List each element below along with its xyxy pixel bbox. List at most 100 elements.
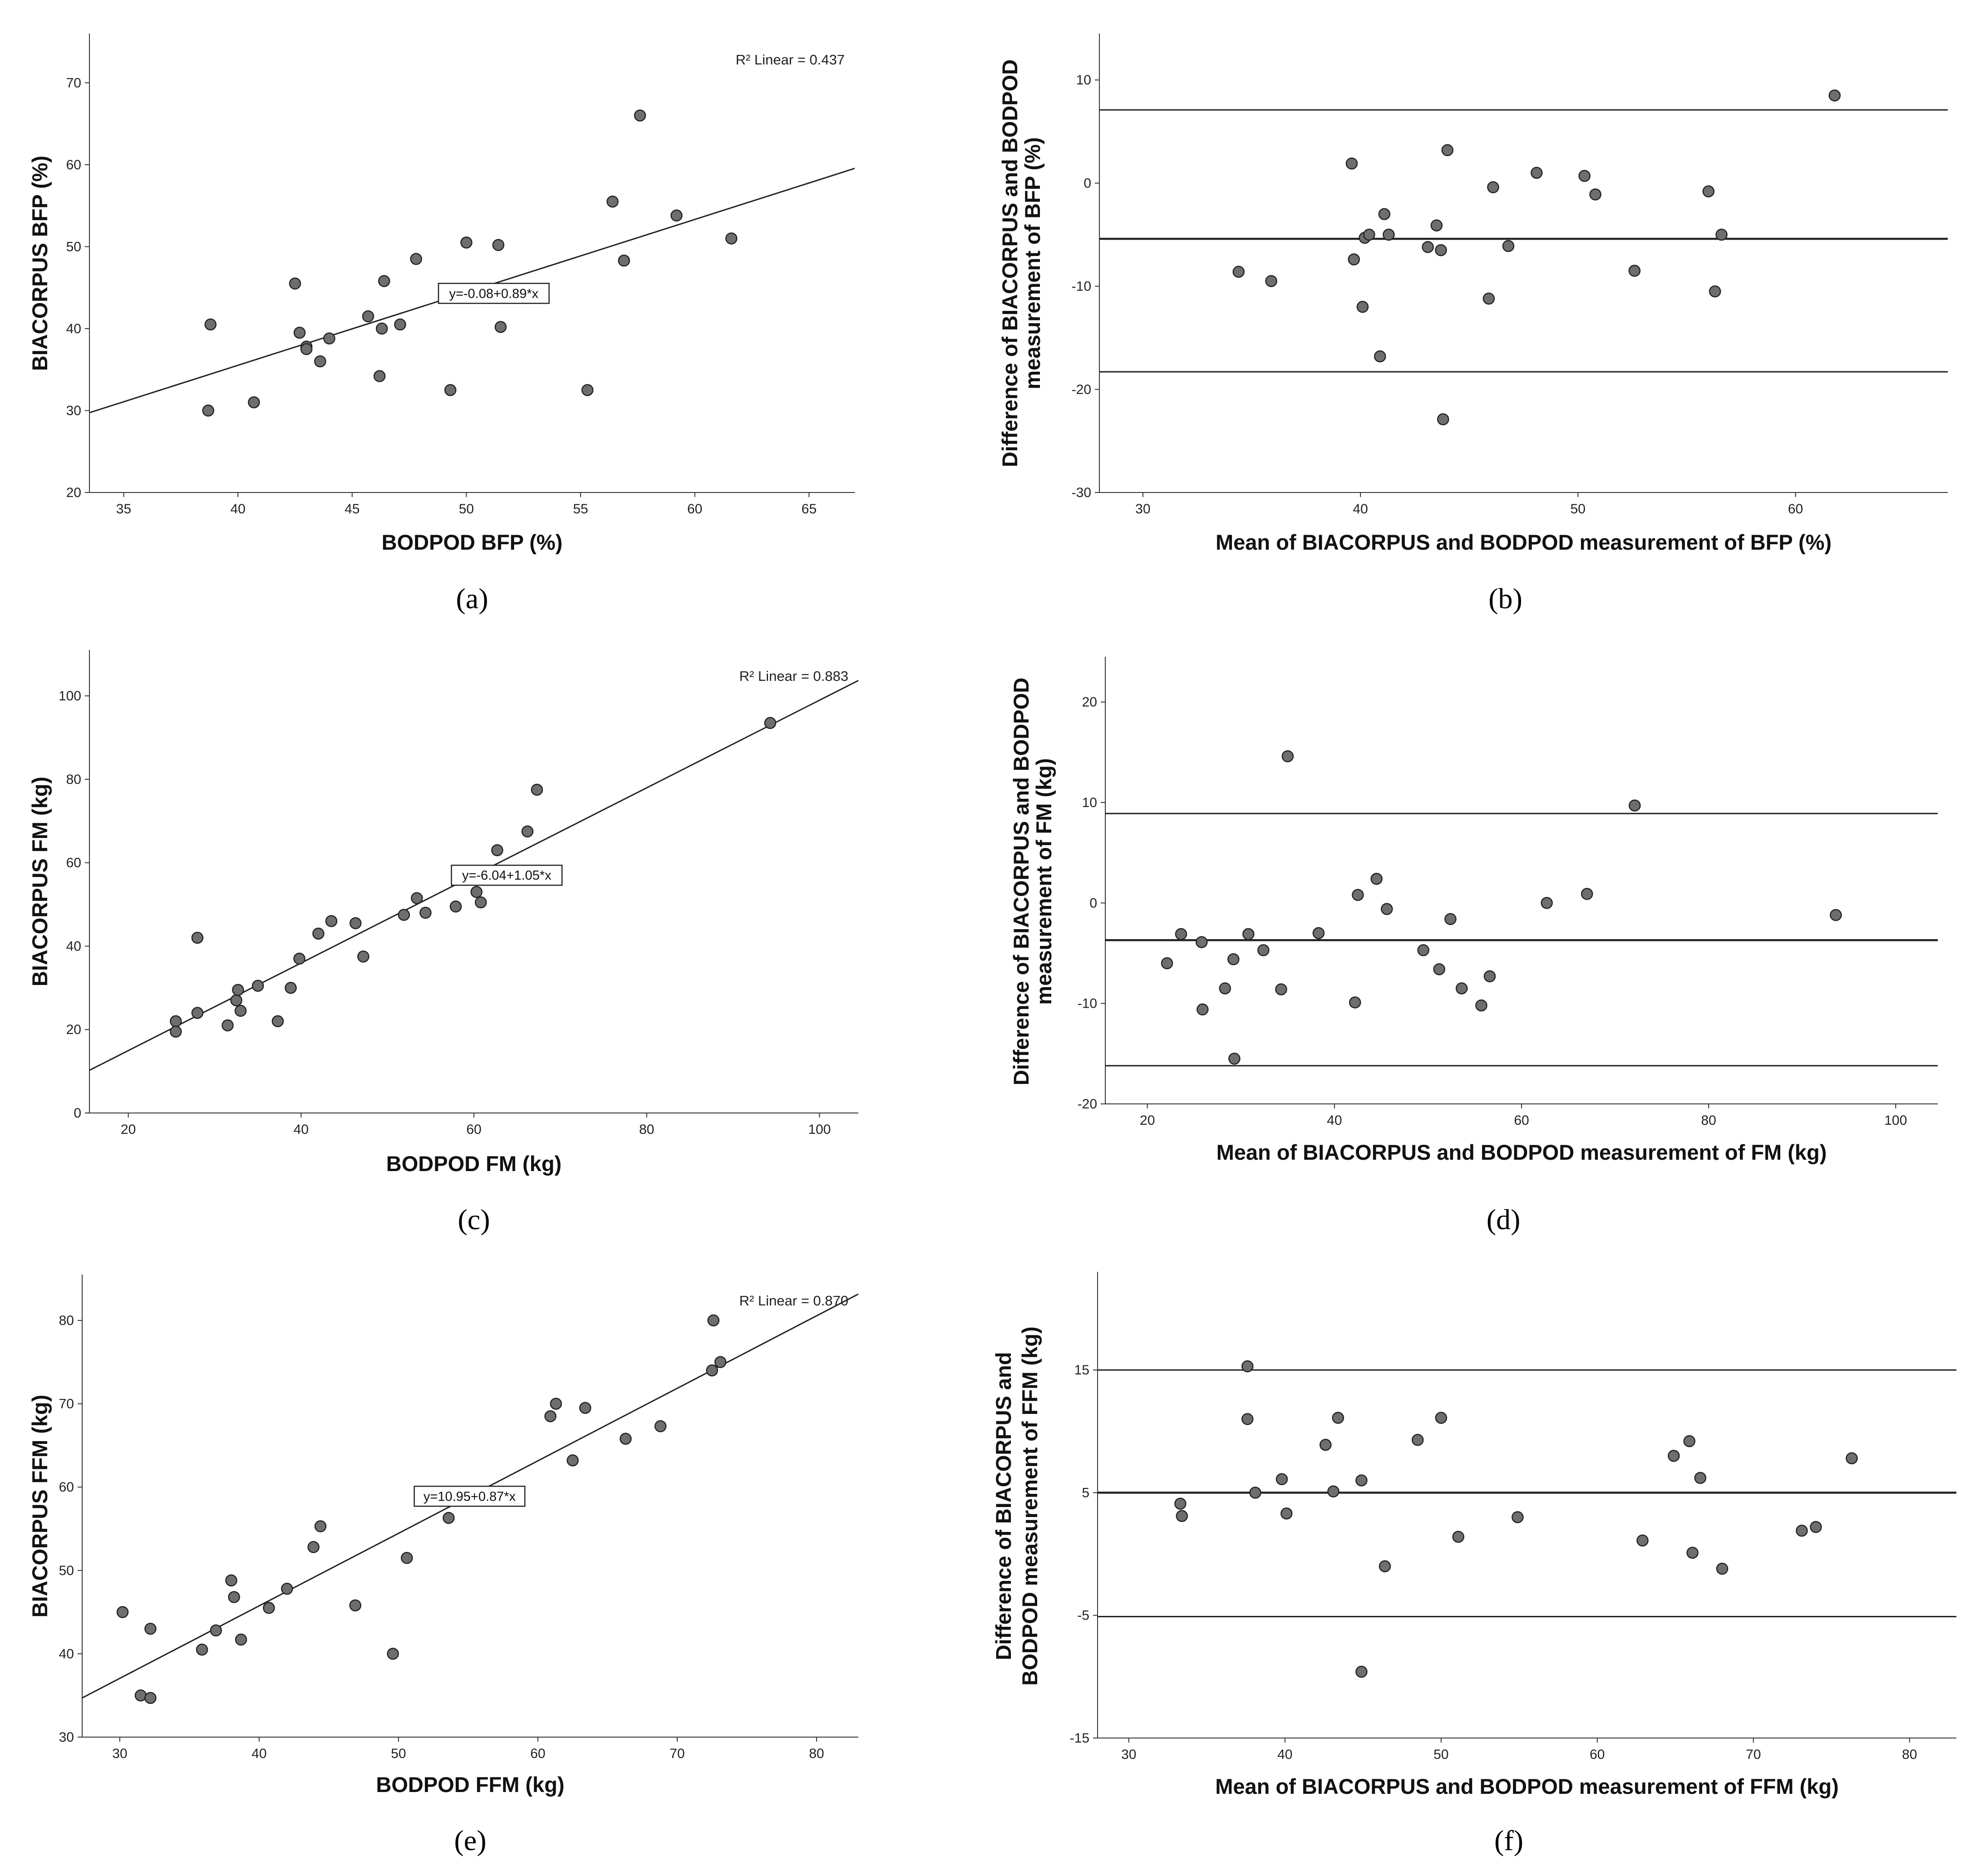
data-point: [1241, 1413, 1254, 1425]
data-point: [134, 1689, 147, 1702]
data-point: [248, 396, 260, 409]
data-point: [1483, 970, 1496, 983]
data-point: [263, 1602, 275, 1614]
data-point: [1828, 89, 1841, 102]
x-axis-label: BODPOD FFM (kg): [376, 1773, 564, 1797]
data-point: [1702, 185, 1715, 197]
data-point: [394, 318, 406, 331]
data-point: [1227, 953, 1240, 965]
y-tick-label: 60: [59, 1480, 74, 1495]
x-tick-label: 60: [530, 1746, 545, 1761]
y-tick-label: 0: [1084, 176, 1091, 191]
x-tick-label: 40: [1353, 502, 1368, 517]
data-point: [1349, 996, 1361, 1009]
data-point: [550, 1398, 562, 1410]
y-tick-label: 70: [66, 75, 81, 90]
data-point: [1668, 1450, 1680, 1462]
data-point: [581, 384, 594, 396]
x-tick-label: 60: [1590, 1747, 1605, 1762]
data-point: [1275, 983, 1287, 995]
x-tick-label: 60: [466, 1122, 481, 1137]
data-point: [1379, 1560, 1391, 1572]
equation-label: y=-6.04+1.05*x: [462, 868, 552, 883]
data-point: [1433, 963, 1445, 975]
data-point: [419, 906, 432, 919]
data-point: [289, 277, 301, 290]
y-tick-label: -20: [1078, 1097, 1097, 1112]
data-point: [1319, 1438, 1332, 1451]
data-point: [492, 239, 505, 251]
data-point: [228, 1591, 240, 1603]
data-point: [494, 321, 507, 333]
data-point: [1578, 170, 1591, 182]
data-point: [1830, 909, 1842, 921]
panel-b: 30 40 50 60 -30 -20 -10 0 10 Mean of BIACORPUS an…: [998, 34, 1948, 615]
y-tick-label: 100: [59, 689, 81, 704]
y-axis-label: Difference of BIACORPUS and BODPOD: [1009, 678, 1033, 1085]
data-point: [764, 717, 777, 729]
data-point: [444, 384, 457, 396]
data-point: [202, 404, 214, 417]
y-tick-label: 30: [66, 403, 81, 418]
data-point: [281, 1582, 293, 1595]
panel-label: (b): [1488, 582, 1522, 615]
data-point: [170, 1015, 182, 1028]
data-point: [1249, 1487, 1261, 1499]
data-point: [1174, 1497, 1187, 1510]
data-point: [314, 1520, 327, 1532]
data-point: [1411, 1434, 1424, 1446]
x-tick-label: 40: [1327, 1113, 1342, 1128]
data-point: [1332, 1412, 1345, 1424]
data-point: [1257, 944, 1270, 956]
data-point: [401, 1552, 413, 1564]
data-point: [725, 232, 738, 245]
data-point: [706, 1364, 718, 1377]
y-tick-label: 15: [1074, 1363, 1089, 1378]
x-tick-label: 50: [391, 1746, 406, 1761]
data-point: [1363, 228, 1375, 241]
y-axis-label: BIACORPUS BFP (%): [28, 156, 52, 371]
y-tick-label: 10: [1082, 795, 1097, 810]
data-point: [1541, 897, 1553, 909]
data-point: [1502, 240, 1515, 252]
y-tick-label: -5: [1077, 1608, 1089, 1623]
x-axis-label: Mean of BIACORPUS and BODPOD measurement…: [1215, 1774, 1839, 1798]
data-point: [191, 931, 204, 944]
data-point: [222, 1019, 234, 1032]
panel-label: (c): [458, 1203, 490, 1236]
data-point: [144, 1692, 157, 1704]
data-point: [1348, 253, 1360, 266]
y-tick-label: -10: [1072, 279, 1091, 294]
data-point: [411, 892, 423, 905]
x-tick-label: 50: [1571, 502, 1586, 517]
data-point: [1455, 982, 1468, 995]
data-point: [1241, 1360, 1254, 1373]
data-point: [1694, 1472, 1707, 1484]
r-squared-label: R² Linear = 0.870: [739, 1293, 848, 1309]
equation-label: y=10.95+0.87*x: [424, 1489, 516, 1504]
data-point: [470, 886, 483, 898]
data-point: [1161, 957, 1173, 970]
data-point: [1810, 1521, 1822, 1533]
data-point: [1435, 1412, 1448, 1424]
x-tick-label: 45: [345, 502, 360, 517]
data-point: [1352, 889, 1364, 901]
data-point: [449, 900, 462, 913]
data-point: [1683, 1435, 1696, 1448]
data-point: [349, 1599, 361, 1612]
data-point: [1417, 944, 1429, 956]
x-tick-label: 60: [1514, 1113, 1529, 1128]
r-squared-label: R² Linear = 0.437: [736, 52, 845, 68]
data-point: [232, 984, 244, 996]
data-point: [1175, 928, 1187, 940]
x-tick-label: 40: [230, 502, 245, 517]
x-tick-label: 40: [294, 1122, 309, 1137]
data-point: [1629, 799, 1641, 812]
panel-label: (e): [454, 1824, 486, 1856]
data-point: [606, 195, 619, 208]
data-point: [375, 322, 388, 335]
x-tick-label: 55: [573, 502, 588, 517]
data-point: [1482, 292, 1495, 305]
x-tick-label: 80: [809, 1746, 824, 1761]
data-point: [707, 1314, 719, 1327]
